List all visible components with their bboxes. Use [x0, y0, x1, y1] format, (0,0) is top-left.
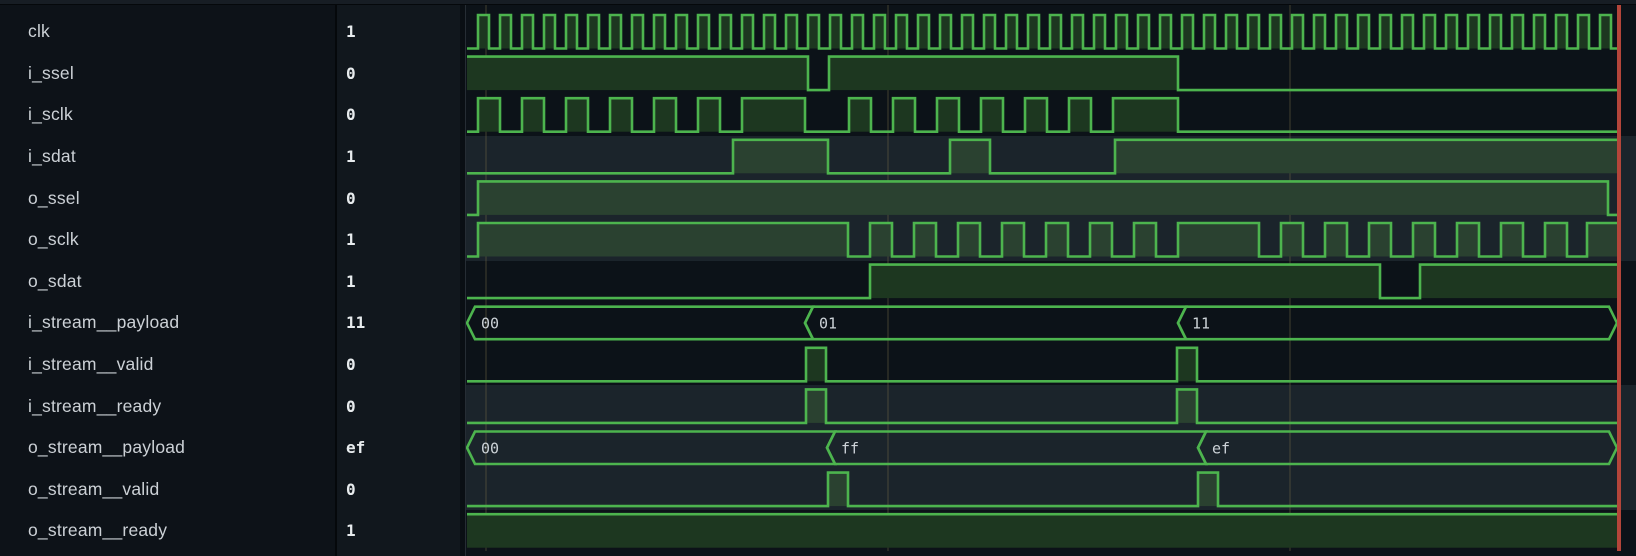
wave-o_sdat — [467, 263, 1620, 300]
bus-value-label: 00 — [481, 314, 499, 332]
wave-o_sclk — [467, 221, 1620, 258]
signal-name-o_stream__ready[interactable]: o_stream__ready — [28, 520, 168, 541]
wave-i_stream__valid — [467, 346, 1620, 383]
signal-value-o_ssel: 0 — [346, 188, 356, 208]
wave-i_ssel — [467, 55, 1620, 92]
signal-name-o_sclk[interactable]: o_sclk — [28, 229, 79, 250]
signal-value-i_stream__valid: 0 — [346, 355, 356, 375]
bus-value-label: ff — [841, 439, 859, 457]
signal-value-i_ssel: 0 — [346, 63, 356, 83]
signal-names-panel — [0, 4, 335, 556]
wave-o_ssel — [467, 180, 1620, 217]
signal-name-o_stream__payload[interactable]: o_stream__payload — [28, 437, 186, 458]
signal-value-i_stream__ready: 0 — [346, 396, 356, 416]
wave-i_stream__ready — [467, 388, 1620, 425]
signal-value-clk: 1 — [346, 22, 356, 42]
signal-values-panel — [337, 4, 460, 556]
signal-value-o_stream__payload: ef — [346, 438, 366, 458]
wave-i_sclk — [467, 96, 1620, 133]
bus-value-label: 00 — [481, 439, 499, 457]
signal-value-o_sdat: 1 — [346, 271, 356, 291]
panel-splitter[interactable] — [460, 0, 466, 556]
signal-value-i_stream__payload: 11 — [346, 313, 366, 333]
wave-clk — [467, 13, 1620, 50]
signal-name-i_stream__ready[interactable]: i_stream__ready — [28, 395, 162, 416]
bus-value-label: 11 — [1192, 314, 1210, 332]
names-values-divider — [335, 0, 337, 556]
signal-value-o_sclk: 1 — [346, 230, 356, 250]
row-group-highlight — [466, 385, 1636, 511]
bus-value-label: 01 — [819, 314, 837, 332]
wave-o_stream__ready — [467, 512, 1620, 548]
wave-i_stream__payload: 00 01 11 — [465, 305, 1619, 341]
signal-value-i_sdat: 1 — [346, 147, 356, 167]
timeline-strip — [0, 0, 1636, 5]
wave-o_stream__valid — [467, 471, 1620, 508]
signal-name-i_stream__payload[interactable]: i_stream__payload — [28, 312, 180, 333]
signal-value-i_sclk: 0 — [346, 105, 356, 125]
signal-name-clk[interactable]: clk — [28, 21, 50, 42]
wave-o_stream__payload: 00 ff ef — [465, 430, 1619, 466]
signal-name-o_sdat[interactable]: o_sdat — [28, 270, 82, 291]
signal-name-i_sclk[interactable]: i_sclk — [28, 104, 73, 125]
signal-name-i_sdat[interactable]: i_sdat — [28, 146, 76, 167]
bus-value-label: ef — [1212, 439, 1230, 457]
wave-i_sdat — [467, 138, 1620, 175]
signal-name-i_stream__valid[interactable]: i_stream__valid — [28, 354, 154, 375]
signal-name-i_ssel[interactable]: i_ssel — [28, 62, 74, 83]
signal-value-o_stream__valid: 0 — [346, 479, 356, 499]
signal-name-o_ssel[interactable]: o_ssel — [28, 187, 80, 208]
signal-value-o_stream__ready: 1 — [346, 521, 356, 541]
signal-name-o_stream__valid[interactable]: o_stream__valid — [28, 478, 160, 499]
